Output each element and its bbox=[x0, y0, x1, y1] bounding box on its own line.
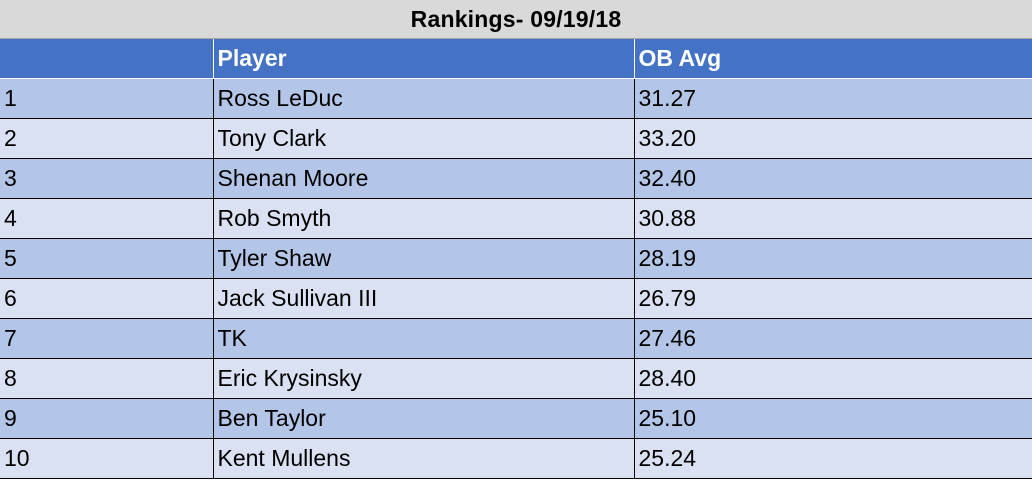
rank-cell[interactable]: 5 bbox=[0, 237, 214, 279]
ob-avg-cell[interactable]: 31.27 bbox=[633, 77, 1032, 119]
ob-avg-cell[interactable]: 28.19 bbox=[633, 237, 1032, 279]
rank-cell[interactable]: 9 bbox=[0, 397, 214, 439]
table-row: 5 Tyler Shaw 28.19 bbox=[0, 237, 1032, 279]
ob-avg-cell[interactable]: 26.79 bbox=[633, 277, 1032, 319]
table-row: 2 Tony Clark 33.20 bbox=[0, 117, 1032, 159]
player-cell[interactable]: Rob Smyth bbox=[212, 197, 635, 239]
header-rank[interactable] bbox=[0, 39, 214, 79]
ob-avg-cell[interactable]: 25.10 bbox=[633, 397, 1032, 439]
table-row: 1 Ross LeDuc 31.27 bbox=[0, 77, 1032, 119]
rank-cell[interactable]: 1 bbox=[0, 77, 214, 119]
table-row: 4 Rob Smyth 30.88 bbox=[0, 197, 1032, 239]
sheet-title: Rankings- 09/19/18 bbox=[410, 5, 622, 32]
ob-avg-cell[interactable]: 25.24 bbox=[633, 437, 1032, 479]
ob-avg-cell[interactable]: 32.40 bbox=[633, 157, 1032, 199]
player-cell[interactable]: Ross LeDuc bbox=[212, 77, 635, 119]
rank-cell[interactable]: 2 bbox=[0, 117, 214, 159]
player-cell[interactable]: Eric Krysinsky bbox=[212, 357, 635, 399]
player-cell[interactable]: Kent Mullens bbox=[212, 437, 635, 479]
rank-cell[interactable]: 3 bbox=[0, 157, 214, 199]
header-row: Player OB Avg bbox=[0, 39, 1032, 79]
player-cell[interactable]: Tony Clark bbox=[212, 117, 635, 159]
title-row[interactable]: Rankings- 09/19/18 bbox=[0, 0, 1032, 39]
table-row: 7 TK 27.46 bbox=[0, 317, 1032, 359]
rank-cell[interactable]: 4 bbox=[0, 197, 214, 239]
header-ob-avg[interactable]: OB Avg bbox=[633, 39, 1032, 79]
table-row: 10 Kent Mullens 25.24 bbox=[0, 437, 1032, 479]
ob-avg-cell[interactable]: 27.46 bbox=[633, 317, 1032, 359]
rank-cell[interactable]: 7 bbox=[0, 317, 214, 359]
table-row: 6 Jack Sullivan III 26.79 bbox=[0, 277, 1032, 319]
table-row: 3 Shenan Moore 32.40 bbox=[0, 157, 1032, 199]
player-cell[interactable]: Shenan Moore bbox=[212, 157, 635, 199]
player-cell[interactable]: Jack Sullivan III bbox=[212, 277, 635, 319]
rank-cell[interactable]: 8 bbox=[0, 357, 214, 399]
player-cell[interactable]: TK bbox=[212, 317, 635, 359]
player-cell[interactable]: Tyler Shaw bbox=[212, 237, 635, 279]
table-row: 9 Ben Taylor 25.10 bbox=[0, 397, 1032, 439]
ob-avg-cell[interactable]: 30.88 bbox=[633, 197, 1032, 239]
player-cell[interactable]: Ben Taylor bbox=[212, 397, 635, 439]
header-player[interactable]: Player bbox=[212, 39, 635, 79]
rankings-table: Player OB Avg 1 Ross LeDuc 31.27 2 Tony … bbox=[0, 39, 1032, 479]
ob-avg-cell[interactable]: 28.40 bbox=[633, 357, 1032, 399]
table-row: 8 Eric Krysinsky 28.40 bbox=[0, 357, 1032, 399]
ob-avg-cell[interactable]: 33.20 bbox=[633, 117, 1032, 159]
rank-cell[interactable]: 10 bbox=[0, 437, 214, 479]
rank-cell[interactable]: 6 bbox=[0, 277, 214, 319]
